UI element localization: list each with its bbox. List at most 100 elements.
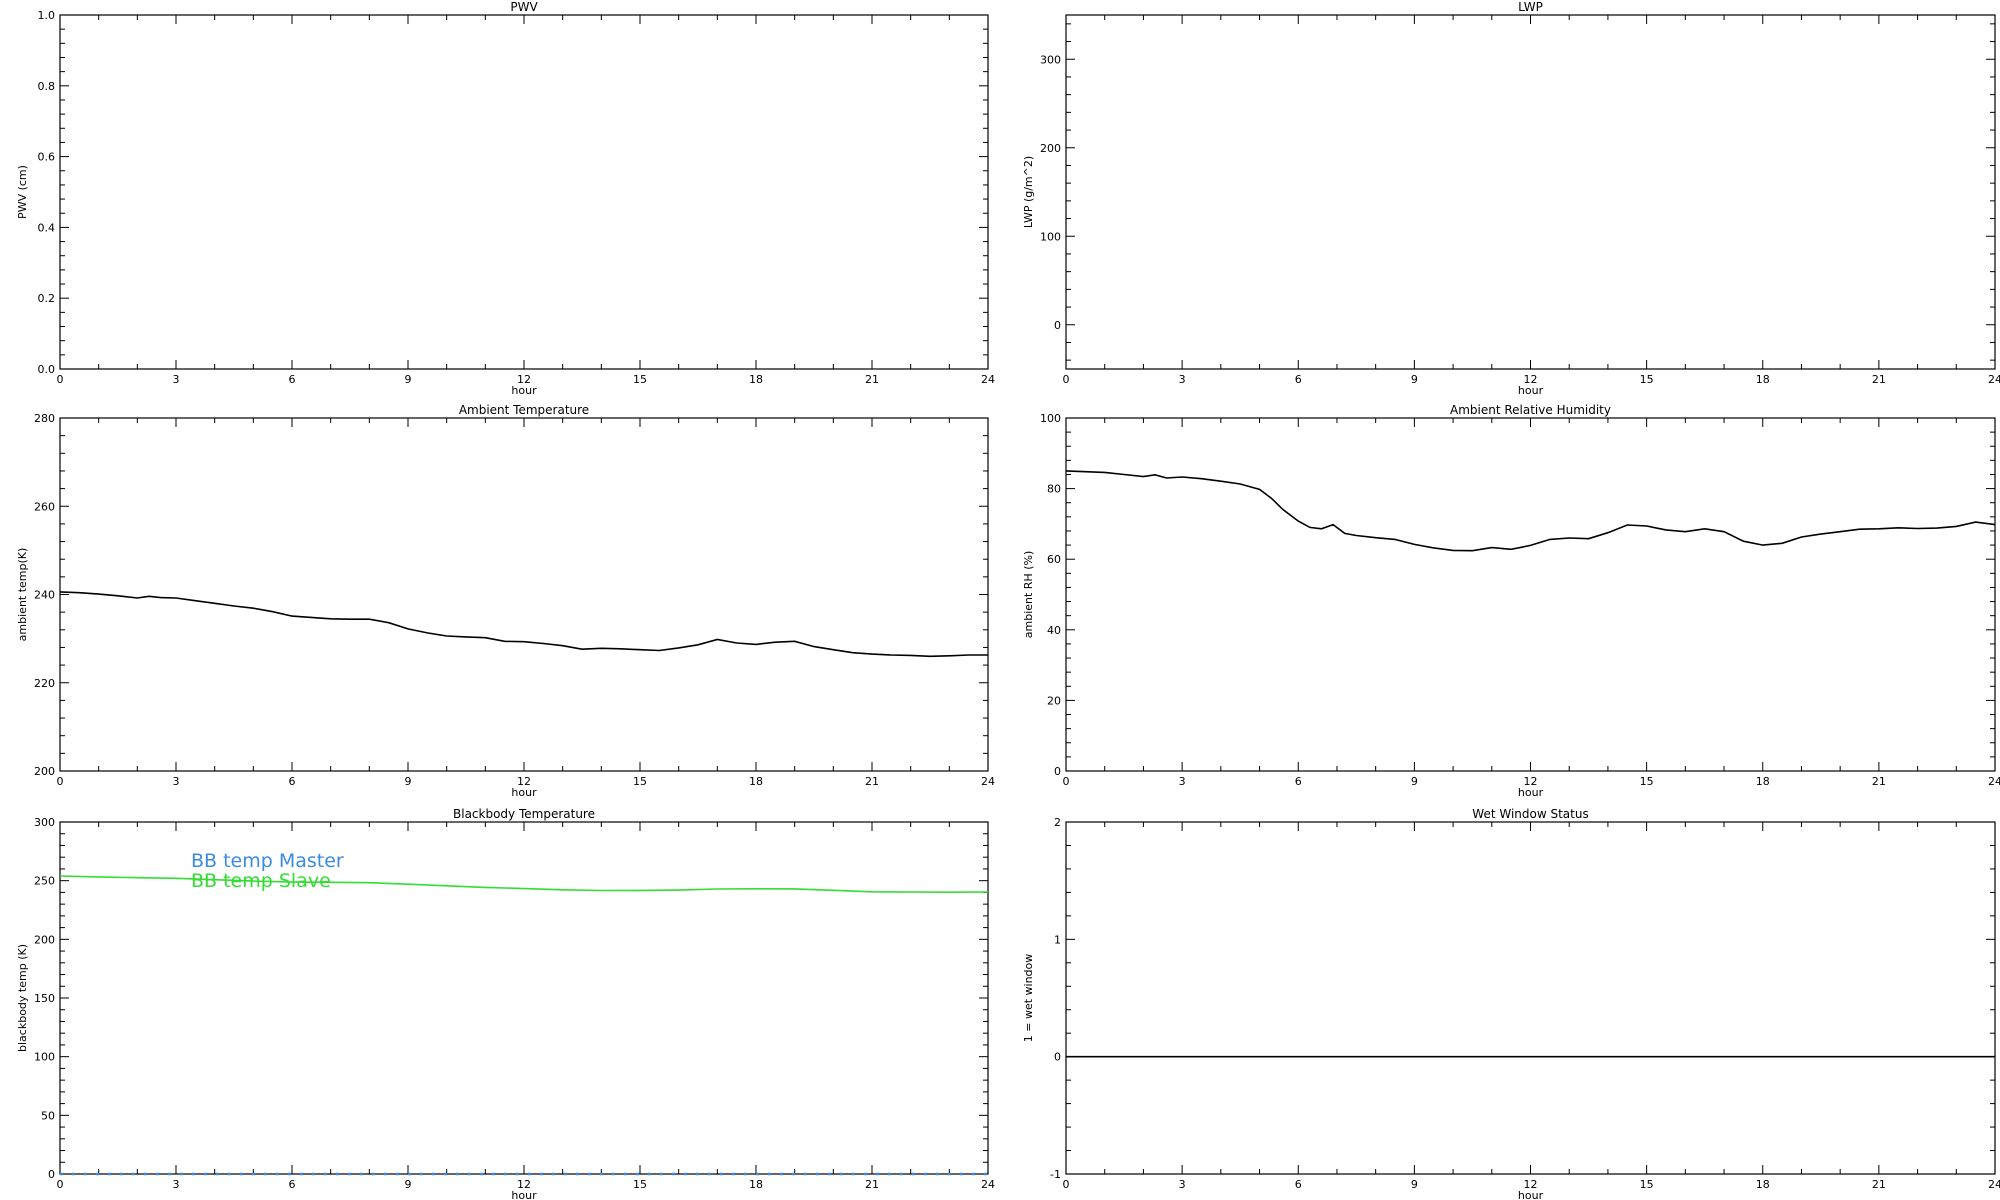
panel-title: PWV [510,0,538,14]
plot-frame [1065,821,1996,1175]
y-tick-label: 40 [1047,624,1061,637]
y-tick-label: 80 [1047,483,1061,496]
x-axis-title: hour [1518,1189,1544,1200]
y-tick-label: 1 [1054,933,1061,946]
x-tick-label: 9 [405,1178,412,1191]
chart-panel-pwv: PWV 0 3 6 9 12 15 18 21 24 0.0 0.2 0.4 0.6 0.8 1.0 hour P… [16,0,995,397]
series-line-temp [59,591,988,658]
y-tick-label: 300 [34,816,55,829]
y-tick-label: 1.0 [38,9,56,22]
chart-panel-lwp: LWP 0 3 6 9 12 15 18 21 24 0 100 200 300 hour LWP (g/m^… [1022,0,2000,397]
x-tick-label: 9 [405,775,412,788]
x-axis-title: hour [511,1189,537,1200]
y-tick-label: -1 [1050,1168,1061,1181]
x-tick-label: 0 [57,1178,64,1191]
x-tick-label: 18 [749,373,763,386]
y-tick-label: 0.4 [38,221,56,234]
y-tick-label: 0.6 [38,151,56,164]
x-tick-label: 18 [1756,1178,1770,1191]
chart-panel-rh: Ambient Relative Humidity 0 3 6 9 12 15 18 21 24 0… [1022,403,2000,799]
y-tick-label: 200 [34,933,55,946]
x-tick-label: 3 [1179,373,1186,386]
plot-frame [1065,14,1996,370]
y-tick-label: 150 [34,992,55,1005]
x-tick-label: 18 [749,1178,763,1191]
x-tick-label: 9 [405,373,412,386]
y-tick-label: 250 [34,875,55,888]
plot-frame [59,14,989,370]
panel-title: Blackbody Temperature [453,807,595,821]
y-tick-label: 0 [1054,1051,1061,1064]
y-tick-label: 260 [34,500,55,513]
x-tick-label: 21 [1872,775,1886,788]
x-tick-label: 0 [1063,775,1070,788]
x-tick-label: 6 [289,373,296,386]
chart-panel-bb: Blackbody Temperature 0 3 6 9 12 15 18 21 24 0 50 10… [16,807,995,1200]
x-tick-label: 21 [865,1178,879,1191]
x-tick-label: 0 [1063,373,1070,386]
y-tick-label: 0 [48,1168,55,1181]
y-axis-title: 1 = wet window [1022,954,1035,1043]
legend-label: BB temp Master [191,850,344,872]
x-tick-label: 12 [517,373,531,386]
y-tick-label: 0 [1054,319,1061,332]
x-tick-label: 15 [633,775,647,788]
x-tick-label: 21 [865,775,879,788]
x-tick-label: 3 [173,1178,180,1191]
series-line-rh [1065,470,1996,552]
x-tick-label: 18 [1756,775,1770,788]
x-tick-label: 24 [1988,775,2000,788]
plot-frame [59,417,989,772]
x-tick-label: 0 [57,373,64,386]
x-tick-label: 3 [1179,1178,1186,1191]
y-tick-label: 0 [1054,765,1061,778]
x-tick-label: 21 [1872,1178,1886,1191]
x-tick-label: 12 [517,1178,531,1191]
y-tick-label: 300 [1040,53,1061,66]
x-tick-label: 9 [1411,1178,1418,1191]
x-axis-title: hour [511,786,537,799]
legend-label: BB temp Slave [191,870,331,892]
series-line-bb-temp-slave [59,875,989,894]
x-tick-label: 3 [173,775,180,788]
x-tick-label: 12 [1524,1178,1538,1191]
y-tick-label: 100 [34,1051,55,1064]
x-tick-label: 18 [749,775,763,788]
x-axis-title: hour [511,384,537,397]
y-tick-label: 2 [1054,816,1061,829]
panel-title: LWP [1518,0,1543,14]
x-tick-label: 9 [1411,775,1418,788]
panel-title: Wet Window Status [1472,807,1588,821]
x-tick-label: 0 [1063,1178,1070,1191]
x-tick-label: 21 [1872,373,1886,386]
x-tick-label: 15 [1640,775,1654,788]
x-tick-label: 0 [57,775,64,788]
y-tick-label: 100 [1040,412,1061,425]
x-tick-label: 24 [981,1178,995,1191]
y-tick-label: 100 [1040,230,1061,243]
x-tick-label: 6 [1295,373,1302,386]
y-tick-label: 280 [34,412,55,425]
x-tick-label: 12 [1524,775,1538,788]
x-tick-label: 15 [1640,373,1654,386]
panel-title: Ambient Relative Humidity [1450,403,1611,417]
y-tick-label: 0.2 [38,292,56,305]
x-tick-label: 3 [1179,775,1186,788]
y-tick-label: 220 [34,677,55,690]
y-axis-title: LWP (g/m^2) [1022,156,1035,228]
x-tick-label: 18 [1756,373,1770,386]
x-tick-label: 6 [289,775,296,788]
x-tick-label: 6 [1295,1178,1302,1191]
chart-panel-temp: Ambient Temperature 0 3 6 9 12 15 18 21 24 200 220 2… [16,403,995,799]
x-tick-label: 6 [1295,775,1302,788]
y-tick-label: 20 [1047,694,1061,707]
x-tick-label: 24 [981,373,995,386]
x-tick-label: 15 [633,1178,647,1191]
x-tick-label: 6 [289,1178,296,1191]
x-tick-label: 24 [981,775,995,788]
y-tick-label: 240 [34,589,55,602]
y-tick-label: 0.8 [38,80,56,93]
x-tick-label: 12 [517,775,531,788]
